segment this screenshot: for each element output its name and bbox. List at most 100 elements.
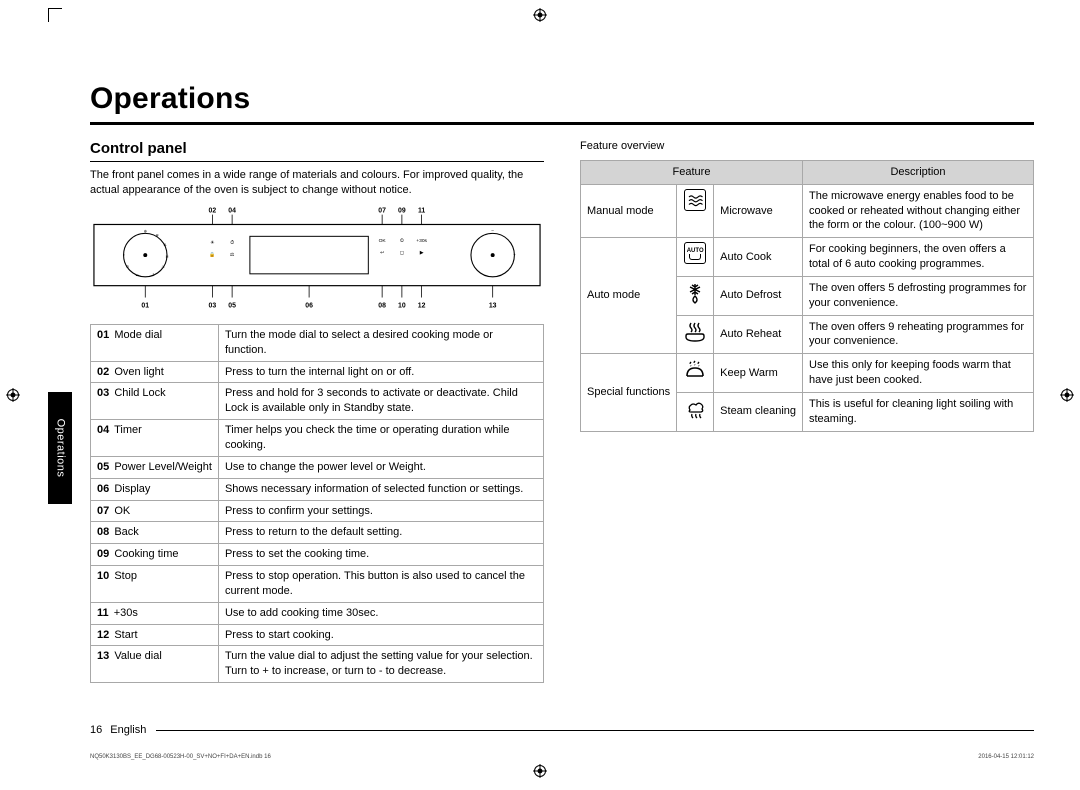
control-num: 09 — [97, 548, 111, 560]
control-name: Timer — [114, 424, 142, 436]
control-name: Stop — [114, 570, 137, 582]
control-row: 03 Child LockPress and hold for 3 second… — [91, 383, 544, 420]
crop-mark — [48, 8, 62, 22]
control-row: 05 Power Level/Weight Use to change the p… — [91, 456, 544, 478]
feature-desc: The oven offers 5 defrosting programmes … — [803, 276, 1034, 315]
control-num: 12 — [97, 629, 111, 641]
svg-text:04: 04 — [228, 208, 236, 215]
svg-text:♨: ♨ — [161, 264, 165, 269]
svg-text:12: 12 — [418, 302, 426, 309]
svg-text:⚖: ⚖ — [230, 252, 235, 258]
feature-row: Auto modeAUTOAuto CookFor cooking beginn… — [581, 238, 1034, 277]
control-desc: Press to return to the default setting. — [218, 522, 543, 544]
control-row: 06 Display Shows necessary information of… — [91, 478, 544, 500]
steam-icon — [683, 397, 707, 421]
control-num: 06 — [97, 483, 111, 495]
svg-text:↩: ↩ — [380, 251, 384, 256]
control-name: Display — [114, 483, 150, 495]
svg-text:A: A — [164, 242, 167, 247]
control-row: 09 Cooking timePress to set the cooking … — [91, 544, 544, 566]
page-title: Operations — [90, 82, 1034, 116]
feature-group: Manual mode — [581, 184, 677, 238]
feature-icon-cell — [677, 276, 714, 315]
control-desc: Use to change the power level or Weight. — [218, 456, 543, 478]
svg-text:07: 07 — [378, 208, 386, 215]
feature-icon-cell — [677, 184, 714, 238]
section-heading: Control panel — [90, 139, 544, 159]
svg-text:−: − — [491, 229, 494, 234]
control-row: 08 Back Press to return to the default se… — [91, 522, 544, 544]
feature-header: Feature — [581, 160, 803, 184]
control-name: Start — [114, 629, 137, 641]
imprint-file: NQ50K3130BS_EE_DG68-00523H-00_SV+NO+FI+D… — [90, 754, 271, 760]
feature-label: Auto Cook — [714, 238, 803, 277]
control-num: 05 — [97, 461, 111, 473]
feature-label: Microwave — [714, 184, 803, 238]
section-tab: Operations — [48, 392, 72, 504]
svg-text:09: 09 — [398, 208, 406, 215]
svg-text:⊙: ⊙ — [126, 264, 129, 269]
control-row: 12 StartPress to start cooking. — [91, 624, 544, 646]
page-number: 16 — [90, 724, 102, 736]
svg-text:10: 10 — [398, 302, 406, 309]
control-row: 10 StopPress to stop operation. This but… — [91, 566, 544, 603]
control-num: 02 — [97, 366, 111, 378]
feature-label: Auto Reheat — [714, 315, 803, 354]
svg-text:02: 02 — [209, 208, 217, 215]
control-row: 04 Timer Timer helps you check the time o… — [91, 420, 544, 457]
imprint-date: 2016-04-15 12:01:12 — [978, 754, 1034, 760]
svg-text:13: 13 — [489, 302, 497, 309]
svg-text:06: 06 — [305, 302, 313, 309]
defrost-icon — [683, 281, 707, 305]
feature-desc: This is useful for cleaning light soilin… — [803, 392, 1034, 431]
control-name: Back — [114, 526, 138, 538]
feature-icon-cell — [677, 354, 714, 393]
svg-text:⏲: ⏲ — [400, 238, 404, 244]
control-desc: Shows necessary information of selected … — [218, 478, 543, 500]
control-row: 11 +30sUse to add cooking time 30sec. — [91, 602, 544, 624]
control-num: 13 — [97, 650, 111, 662]
control-row: 01 Mode dialTurn the mode dial to select… — [91, 324, 544, 361]
control-desc: Timer helps you check the time or operat… — [218, 420, 543, 457]
control-num: 08 — [97, 526, 111, 538]
control-name: Power Level/Weight — [114, 461, 212, 473]
microwave-icon — [684, 189, 706, 211]
intro-text: The front panel comes in a wide range of… — [90, 168, 544, 198]
control-name: Oven light — [114, 366, 164, 378]
auto-cook-icon: AUTO — [684, 242, 706, 264]
left-column: Control panel The front panel comes in a… — [90, 139, 544, 683]
feature-icon-cell — [677, 315, 714, 354]
control-panel-diagram: ⊕≋A ❄♨⌇ ☁⊙◑ − + ☀🔒 ⏱⚖ — [90, 206, 544, 316]
control-num: 07 — [97, 505, 111, 517]
control-desc: Use to add cooking time 30sec. — [218, 602, 543, 624]
feature-label: Keep Warm — [714, 354, 803, 393]
svg-text:03: 03 — [209, 302, 217, 309]
control-desc: Turn the mode dial to select a desired c… — [218, 324, 543, 361]
page-footer: 16 English — [90, 724, 1034, 736]
section-tab-label: Operations — [54, 419, 66, 478]
feature-label: Auto Defrost — [714, 276, 803, 315]
svg-text:OK: OK — [379, 238, 387, 244]
svg-text:≋: ≋ — [155, 232, 158, 237]
svg-text:◑: ◑ — [122, 252, 125, 257]
controls-table: 01 Mode dialTurn the mode dial to select… — [90, 324, 544, 683]
reg-right — [1060, 388, 1074, 402]
footer-rule — [156, 730, 1034, 731]
page-language: English — [110, 724, 146, 736]
control-name: Value dial — [114, 650, 162, 662]
feature-icon-cell: AUTO — [677, 238, 714, 277]
control-num: 04 — [97, 424, 111, 436]
svg-text:▶: ▶ — [420, 250, 424, 256]
svg-text:11: 11 — [418, 208, 425, 215]
feature-table: Feature Description Manual modeMicrowave… — [580, 160, 1034, 432]
feature-icon-cell — [677, 392, 714, 431]
control-desc: Press to set the cooking time. — [218, 544, 543, 566]
control-desc: Press to turn the internal light on or o… — [218, 361, 543, 383]
control-desc: Press to confirm your settings. — [218, 500, 543, 522]
svg-text:☁: ☁ — [135, 272, 139, 277]
control-row: 02 Oven light Press to turn the internal … — [91, 361, 544, 383]
svg-text:🔒: 🔒 — [209, 251, 215, 258]
control-desc: Press to stop operation. This button is … — [218, 566, 543, 603]
right-column: Feature overview Feature Description Man… — [580, 139, 1034, 683]
feature-desc: The microwave energy enables food to be … — [803, 184, 1034, 238]
